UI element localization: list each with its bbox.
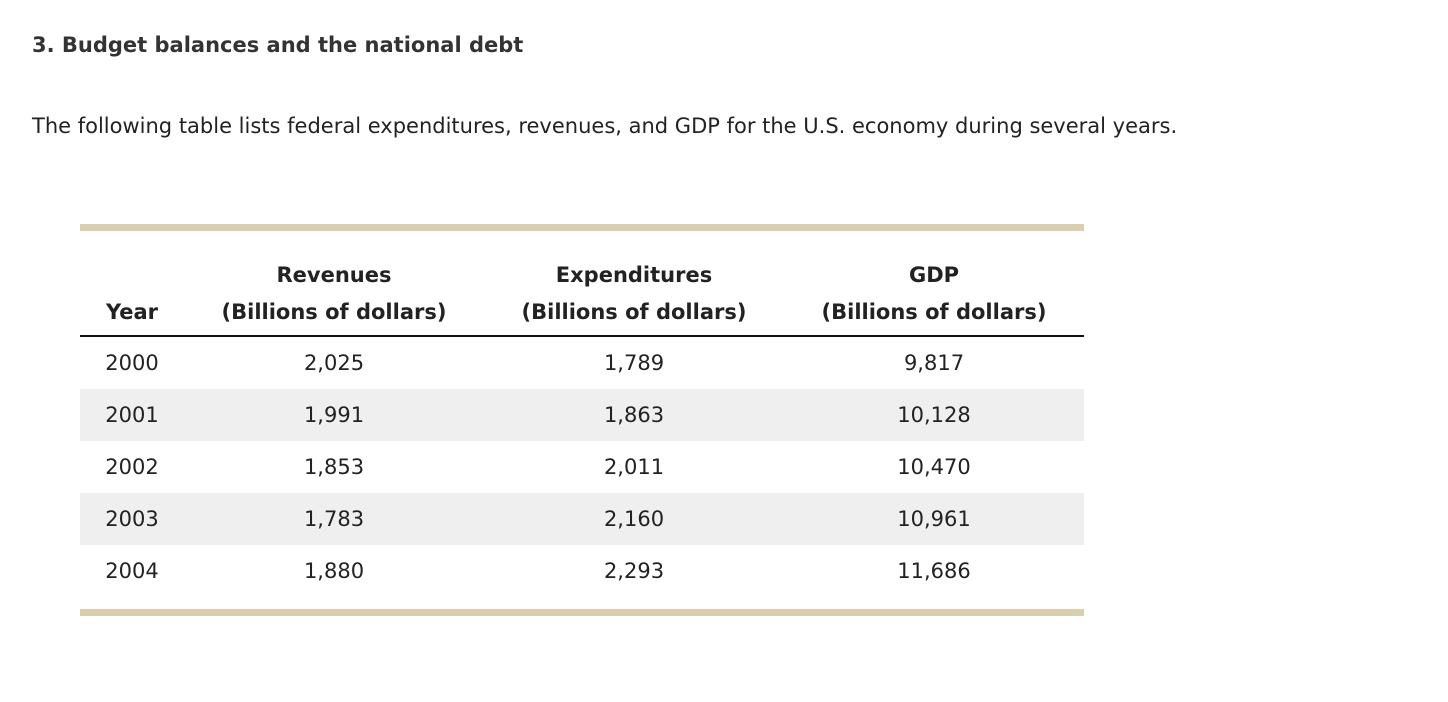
column-unit: (Billions of dollars) [784,293,1084,337]
table-body: 2000 2,025 1,789 9,817 2001 1,991 1,863 10,128 2… [80,336,1084,597]
table-cell: 2,293 [603,559,665,583]
table-cell: 1,991 [184,389,484,441]
intro-text: The following table lists federal expend… [32,114,1178,138]
column-header: Revenues [276,263,392,287]
table-cell: 1,853 [303,455,365,479]
column-unit: (Billions of dollars) [184,293,484,337]
header-row: Revenues Expenditures GDP [80,231,1084,293]
column-header: GDP [908,263,960,287]
table-cell: 10,128 [784,389,1084,441]
table-head: Revenues Expenditures GDP Year (Billions of … [80,231,1084,337]
top-rule [80,224,1084,231]
table-cell: 10,470 [897,455,971,479]
column-unit: (Billions of dollars) [484,293,784,337]
table-cell: 2,025 [303,351,365,375]
table-row: 2002 1,853 2,011 10,470 [80,441,1084,493]
table-row: 2004 1,880 2,293 11,686 [80,545,1084,597]
table-cell: 1,783 [184,493,484,545]
table-cell: 1,880 [303,559,365,583]
heading: 3. Budget balances and the national debt [32,33,524,57]
column-header-spacer [80,231,184,293]
column-header: Year [80,293,184,337]
table-cell: 2003 [80,493,184,545]
table-row: 2000 2,025 1,789 9,817 [80,336,1084,389]
table-row: 2003 1,783 2,160 10,961 [80,493,1084,545]
bottom-rule [80,609,1084,616]
table-cell: 9,817 [903,351,965,375]
table-cell: 10,961 [784,493,1084,545]
table-cell: 2001 [80,389,184,441]
header-row: Year (Billions of dollars) (Billions of do… [80,293,1084,337]
table-cell: 1,789 [603,351,665,375]
table-cell: 1,863 [484,389,784,441]
table-cell: 2,160 [484,493,784,545]
table-cell: 2004 [105,559,159,583]
table-cell: 2002 [105,455,159,479]
table-cell: 11,686 [897,559,971,583]
data-table: Revenues Expenditures GDP Year (Billions of … [80,231,1084,597]
table-container: Revenues Expenditures GDP Year (Billions of … [80,224,1084,616]
table-row: 2001 1,991 1,863 10,128 [80,389,1084,441]
table-cell: 2000 [105,351,159,375]
column-header: Expenditures [555,263,713,287]
table-cell: 2,011 [603,455,665,479]
